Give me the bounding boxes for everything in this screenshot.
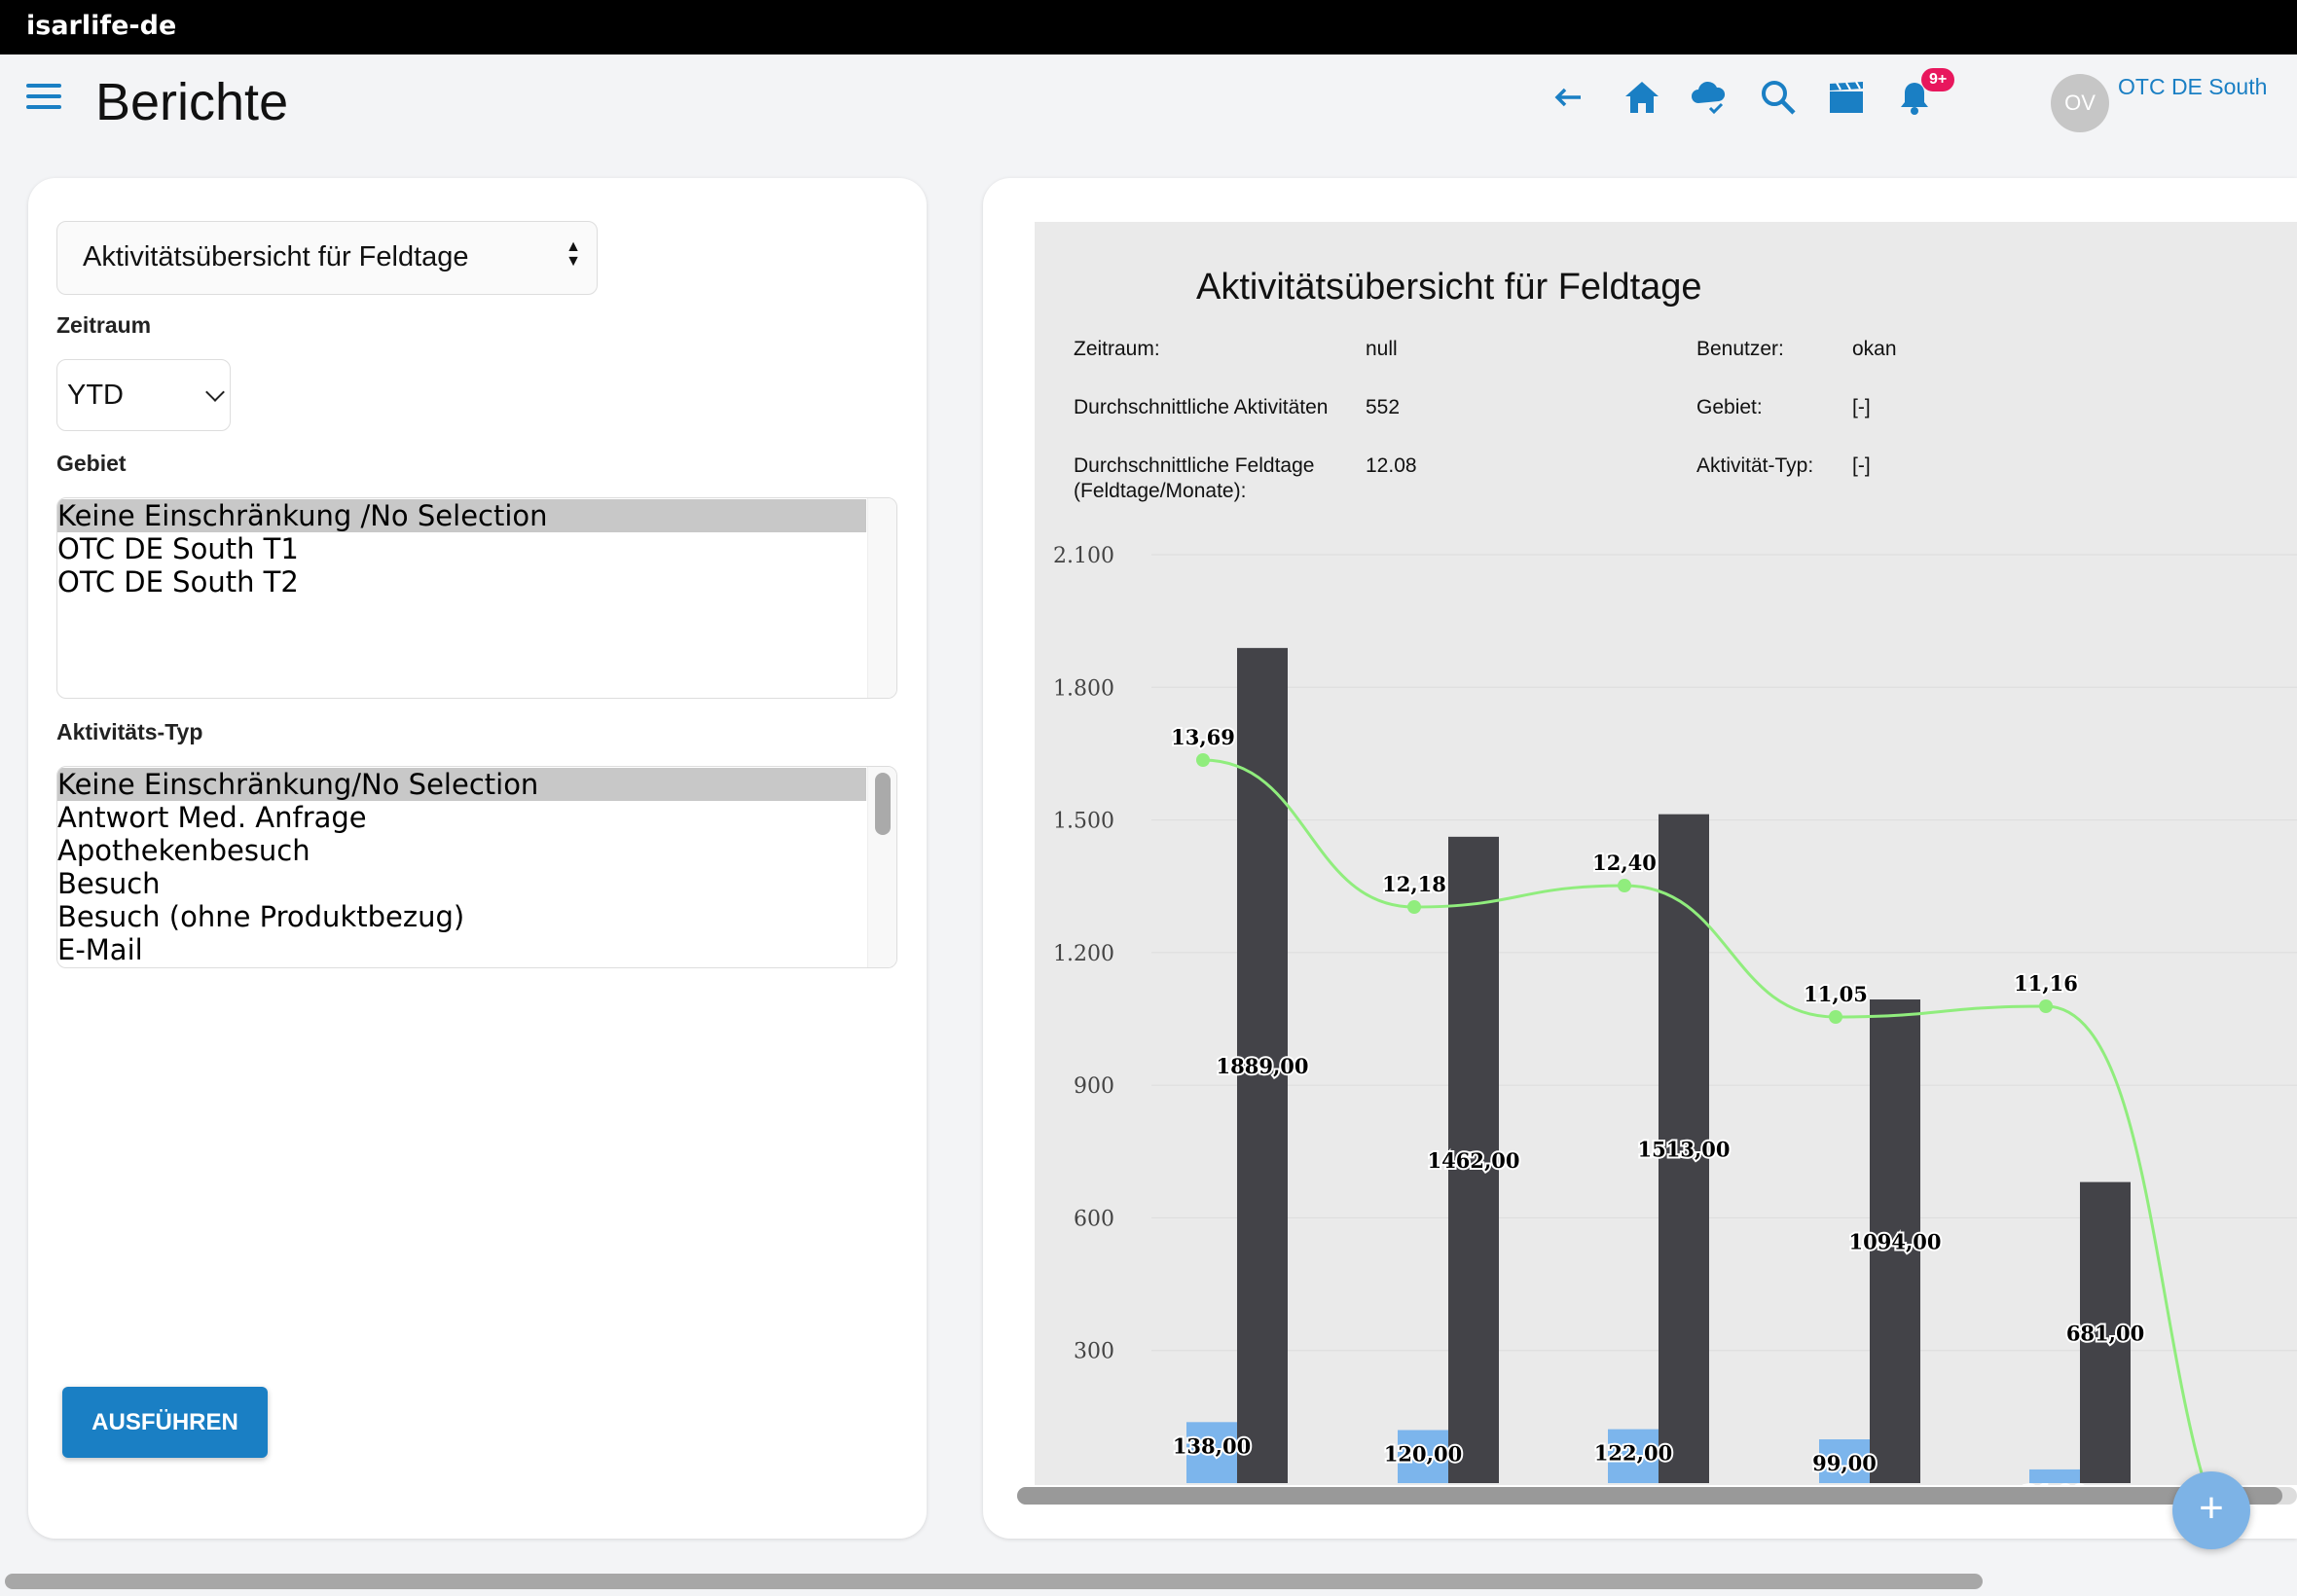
select-arrows-icon: ▲ ▼ (565, 238, 581, 270)
zeitraum-select[interactable]: YTD (56, 359, 231, 431)
report-panel: Aktivitätsübersicht für Feldtage Zeitrau… (983, 178, 2297, 1539)
bar-dark (1448, 836, 1499, 1483)
list-scrollbar[interactable] (867, 767, 896, 967)
y-tick-label: 1.500 (1053, 810, 1114, 834)
gebiet-listbox[interactable]: Keine Einschränkung /No Selection OTC DE… (56, 497, 897, 699)
avatar[interactable]: OV (2051, 74, 2109, 132)
list-item[interactable]: Besuch (57, 867, 161, 900)
bar-data-label: 681,00 (2066, 1321, 2144, 1345)
bar-dark (1237, 647, 1288, 1483)
y-tick-label: 600 (1074, 1207, 1114, 1231)
report-area: Aktivitätsübersicht für Feldtage Zeitrau… (1035, 222, 2297, 1485)
y-tick-label: 1.800 (1053, 676, 1114, 701)
bar-data-label: 138,00 (1173, 1433, 1251, 1458)
aktivitaet-typ-label: Aktivitäts-Typ (56, 719, 203, 744)
bar-dark (1659, 814, 1709, 1483)
line-point (1618, 879, 1631, 892)
meta-typ-label: Aktivität-Typ: (1696, 454, 1814, 477)
list-item[interactable]: Antwort Med. Anfrage (57, 801, 367, 834)
bar-dark (1870, 999, 1920, 1483)
line-data-label: 11,05 (1804, 982, 1868, 1006)
line-point (2039, 999, 2053, 1013)
back-arrow-icon[interactable] (1550, 78, 1588, 117)
meta-typ-value: [-] (1852, 454, 1871, 477)
user-name[interactable]: OTC DE South (2118, 74, 2268, 99)
bar-data-label: 99,00 (1812, 1451, 1877, 1475)
chart-horizontal-scrollbar[interactable] (1017, 1487, 2297, 1505)
bar-data-label: 1889,00 (1217, 1054, 1309, 1078)
meta-gebiet-label: Gebiet: (1696, 396, 1763, 418)
bar-dark (2080, 1181, 2131, 1483)
bar-light (1819, 1439, 1870, 1483)
line-data-label: 12,40 (1592, 851, 1657, 875)
bar-data-label: 1462,00 (1428, 1148, 1520, 1173)
meta-avg-activities-value: 552 (1366, 396, 1401, 418)
page-horizontal-scrollbar[interactable] (0, 1571, 2297, 1592)
meta-benutzer-value: okan (1852, 338, 1897, 360)
bar-light (1608, 1429, 1659, 1483)
gebiet-label: Gebiet (56, 451, 127, 476)
list-item[interactable]: Besuch (ohne Produktbezug) (57, 900, 465, 933)
list-item[interactable]: E-Mail (57, 933, 143, 966)
meta-zeitraum-value: null (1366, 338, 1398, 360)
list-item[interactable]: OTC DE South T1 (57, 532, 299, 565)
report-title: Aktivitätsübersicht für Feldtage (1196, 267, 1702, 308)
line-point (1196, 753, 1210, 767)
line-data-label: 11,16 (2014, 971, 2078, 996)
page-header: Berichte 9+ OV OTC DE South (0, 54, 2297, 152)
line-point (1829, 1010, 1842, 1024)
meta-benutzer-label: Benutzer: (1696, 338, 1784, 360)
bar-data-label: 120,00 (1384, 1441, 1462, 1466)
bar-data-label: 122,00 (1594, 1441, 1672, 1466)
bell-icon[interactable] (1895, 78, 1934, 117)
line-point (1407, 900, 1421, 914)
meta-avg-fielddays-value: 12.08 (1366, 454, 1417, 477)
report-select-value: Aktivitätsübersicht für Feldtage (83, 241, 469, 272)
y-tick-label: 2.100 (1053, 544, 1114, 568)
notification-badge: 9+ (1921, 68, 1955, 91)
app-title: isarlife-de (26, 11, 177, 41)
meta-gebiet-value: [-] (1852, 396, 1871, 418)
aktivitaet-typ-listbox[interactable]: Keine Einschränkung/No Selection Antwort… (56, 766, 897, 968)
report-select[interactable]: Aktivitätsübersicht für Feldtage ▲ ▼ (56, 221, 598, 295)
line-data-label: 13,69 (1171, 725, 1235, 749)
search-icon[interactable] (1759, 78, 1798, 117)
run-button[interactable]: AUSFÜHREN (62, 1387, 268, 1458)
line-data-label: 12,18 (1382, 872, 1446, 896)
bar-data-label: 31,00 (2023, 1481, 2087, 1485)
chevron-down-icon (205, 382, 225, 402)
bar-light (2029, 1469, 2080, 1483)
bar-light (1398, 1430, 1448, 1483)
meta-zeitraum-label: Zeitraum: (1074, 338, 1160, 360)
y-tick-label: 1.200 (1053, 942, 1114, 966)
list-item[interactable]: Apothekenbesuch (57, 834, 310, 867)
meta-avg-fielddays-label: Durchschnittliche Feldtage (Feldtage/Mon… (1074, 454, 1315, 502)
list-item[interactable]: OTC DE South T2 (57, 565, 299, 598)
add-fab-button[interactable]: + (2172, 1471, 2250, 1549)
y-tick-label: 900 (1074, 1074, 1114, 1099)
bar-light (1186, 1422, 1237, 1483)
hamburger-menu-icon[interactable] (26, 84, 61, 113)
list-item[interactable]: Keine Einschränkung/No Selection (57, 768, 866, 801)
chart-scroll-thumb[interactable] (1017, 1487, 2282, 1505)
y-tick-label: 300 (1074, 1340, 1114, 1364)
bar-data-label: 1094,00 (1849, 1230, 1942, 1254)
list-item[interactable]: Keine Einschränkung /No Selection (57, 499, 866, 532)
bar-data-label: 1513,00 (1638, 1137, 1731, 1161)
list-scrollbar[interactable] (867, 498, 896, 698)
page-title: Berichte (95, 73, 289, 131)
meta-avg-activities-label: Durchschnittliche Aktivitäten (1074, 396, 1329, 418)
clapperboard-icon[interactable] (1827, 78, 1866, 117)
list-scroll-thumb[interactable] (875, 773, 891, 835)
filter-panel: Aktivitätsübersicht für Feldtage ▲ ▼ Zeit… (28, 178, 927, 1539)
page-scroll-thumb[interactable] (5, 1574, 1983, 1589)
activity-chart: 2.100 1.800 1.500 1.200 900 600 300 138,00 1889,… (1053, 544, 2297, 1485)
line-series (1202, 758, 2204, 1474)
cloud-sync-icon[interactable] (1689, 78, 1728, 117)
app-title-bar: isarlife-de (0, 0, 2297, 54)
zeitraum-value: YTD (67, 380, 124, 411)
zeitraum-label: Zeitraum (56, 312, 152, 338)
home-icon[interactable] (1622, 78, 1661, 117)
